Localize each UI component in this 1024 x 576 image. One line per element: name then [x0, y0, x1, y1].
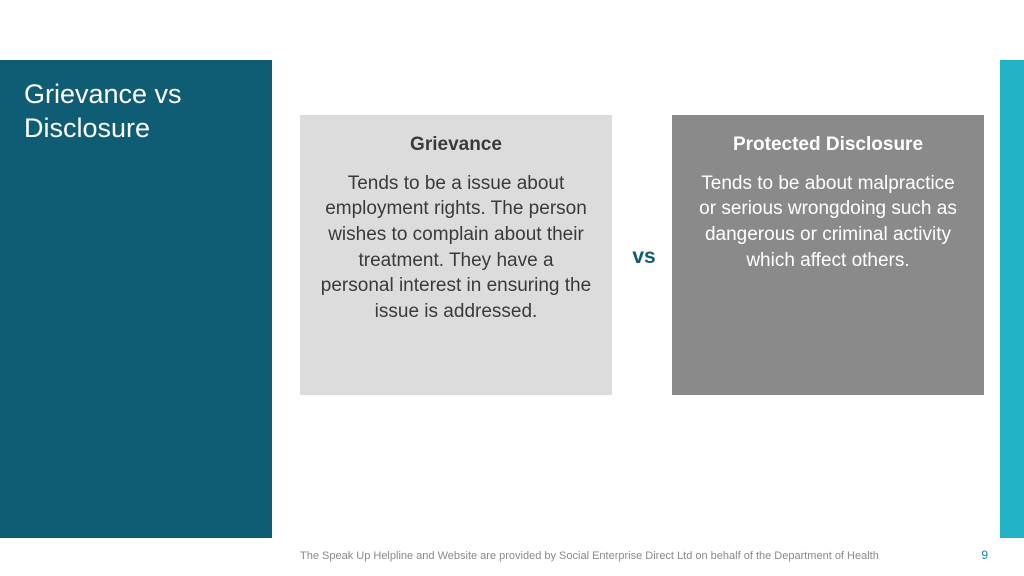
right-accent-bar — [1000, 60, 1024, 538]
card-disclosure: Protected Disclosure Tends to be about m… — [672, 115, 984, 395]
card-disclosure-body: Tends to be about malpractice or serious… — [692, 171, 964, 274]
footer-text: The Speak Up Helpline and Website are pr… — [300, 550, 879, 562]
card-disclosure-title: Protected Disclosure — [692, 133, 964, 157]
slide: Grievance vs Disclosure Grievance Tends … — [0, 0, 1024, 576]
vs-label: vs — [620, 245, 668, 269]
slide-title: Grievance vs Disclosure — [24, 78, 254, 146]
card-grievance: Grievance Tends to be a issue about empl… — [300, 115, 612, 395]
card-grievance-title: Grievance — [320, 133, 592, 157]
card-grievance-body: Tends to be a issue about employment rig… — [320, 171, 592, 325]
left-title-panel: Grievance vs Disclosure — [0, 60, 272, 538]
page-number: 9 — [981, 548, 988, 562]
